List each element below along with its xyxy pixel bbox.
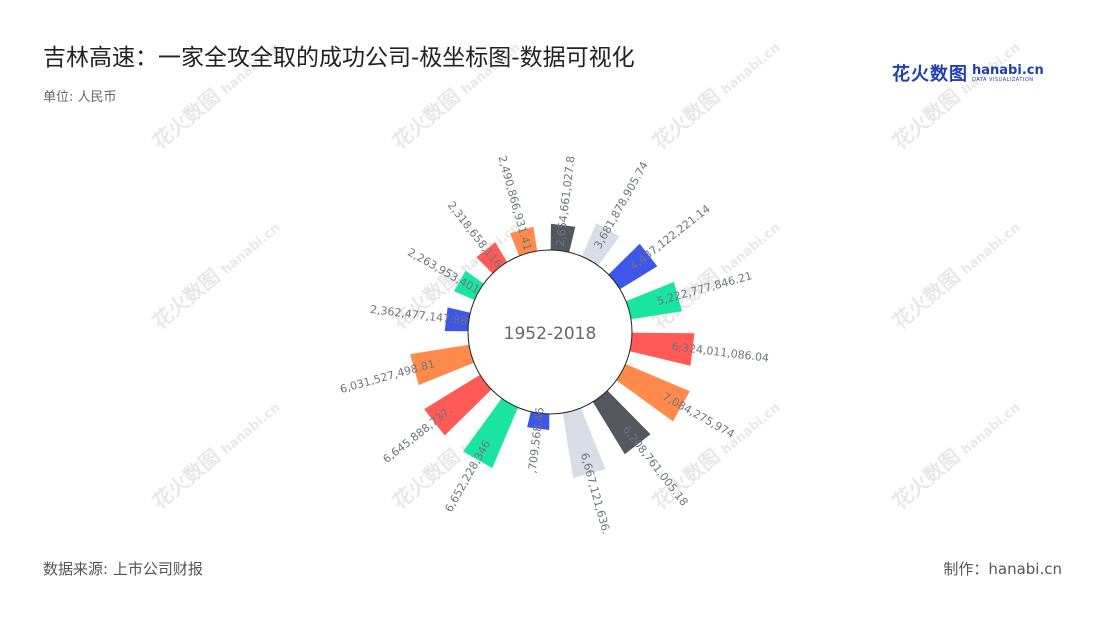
chart-title: 吉林高速：一家全攻全取的成功公司-极坐标图-数据可视化 [43, 45, 635, 71]
bar-16 [510, 226, 538, 256]
bar-9 [527, 411, 550, 430]
bar-label-9: ,709,568.46 [526, 407, 547, 475]
bar-label-2: 3,681,878,905.74 [591, 159, 651, 251]
bar-6 [616, 364, 690, 422]
hanabi-logo: 花火数图 hanabi.cn DATA VISUALIZATION [892, 60, 1044, 86]
bar-8 [562, 408, 606, 479]
svg-text:hanabi.cn: hanabi.cn [719, 220, 784, 278]
logo-en-block: hanabi.cn DATA VISUALIZATION [972, 64, 1044, 83]
unit-label: 单位: 人民币 [43, 90, 117, 105]
svg-text:花火数图: 花火数图 [888, 264, 965, 334]
svg-text:花火数图: 花火数图 [888, 84, 965, 154]
logo-cn-text: 花火数图 [892, 64, 968, 85]
svg-text:hanabi.cn: hanabi.cn [219, 220, 284, 278]
bar-13 [444, 307, 471, 332]
svg-text:hanabi.cn: hanabi.cn [719, 40, 784, 98]
bar-14 [453, 270, 484, 300]
svg-text:hanabi.cn: hanabi.cn [959, 40, 1024, 98]
data-source: 数据来源: 上市公司财报 [43, 560, 203, 578]
bar-label-1: 2,654,661,027.8 [554, 155, 578, 247]
svg-text:花火数图: 花火数图 [148, 84, 225, 154]
svg-text:花火数图: 花火数图 [648, 84, 725, 154]
svg-text:花火数图: 花火数图 [388, 84, 465, 154]
logo-en-subtext: DATA VISUALIZATION [972, 76, 1034, 83]
center-circle [467, 249, 633, 415]
svg-text:hanabi.cn: hanabi.cn [459, 40, 524, 98]
svg-text:花火数图: 花火数图 [148, 264, 225, 334]
bar-15 [476, 242, 508, 274]
bar-1 [550, 223, 576, 253]
svg-text:hanabi.cn: hanabi.cn [959, 220, 1024, 278]
bar-2 [582, 223, 620, 266]
bar-3 [608, 243, 658, 290]
bar-11 [424, 374, 492, 436]
bar-12 [410, 344, 474, 386]
bar-5 [629, 332, 695, 366]
bar-7 [592, 390, 651, 455]
logo-en-text: hanabi.cn [972, 62, 1044, 78]
svg-text:hanabi.cn: hanabi.cn [219, 40, 284, 98]
bar-4 [626, 281, 682, 320]
bar-10 [463, 398, 518, 468]
svg-text:hanabi.cn: hanabi.cn [219, 400, 284, 458]
svg-text:花火数图: 花火数图 [888, 444, 965, 514]
credit: 制作：hanabi.cn [943, 560, 1062, 578]
bar-label-3: 4,437,122,221.14 [627, 202, 712, 273]
center-label: 1952-2018 [504, 324, 597, 344]
svg-text:花火数图: 花火数图 [148, 444, 225, 514]
svg-text:hanabi.cn: hanabi.cn [959, 400, 1024, 458]
bars-layer [410, 223, 695, 479]
